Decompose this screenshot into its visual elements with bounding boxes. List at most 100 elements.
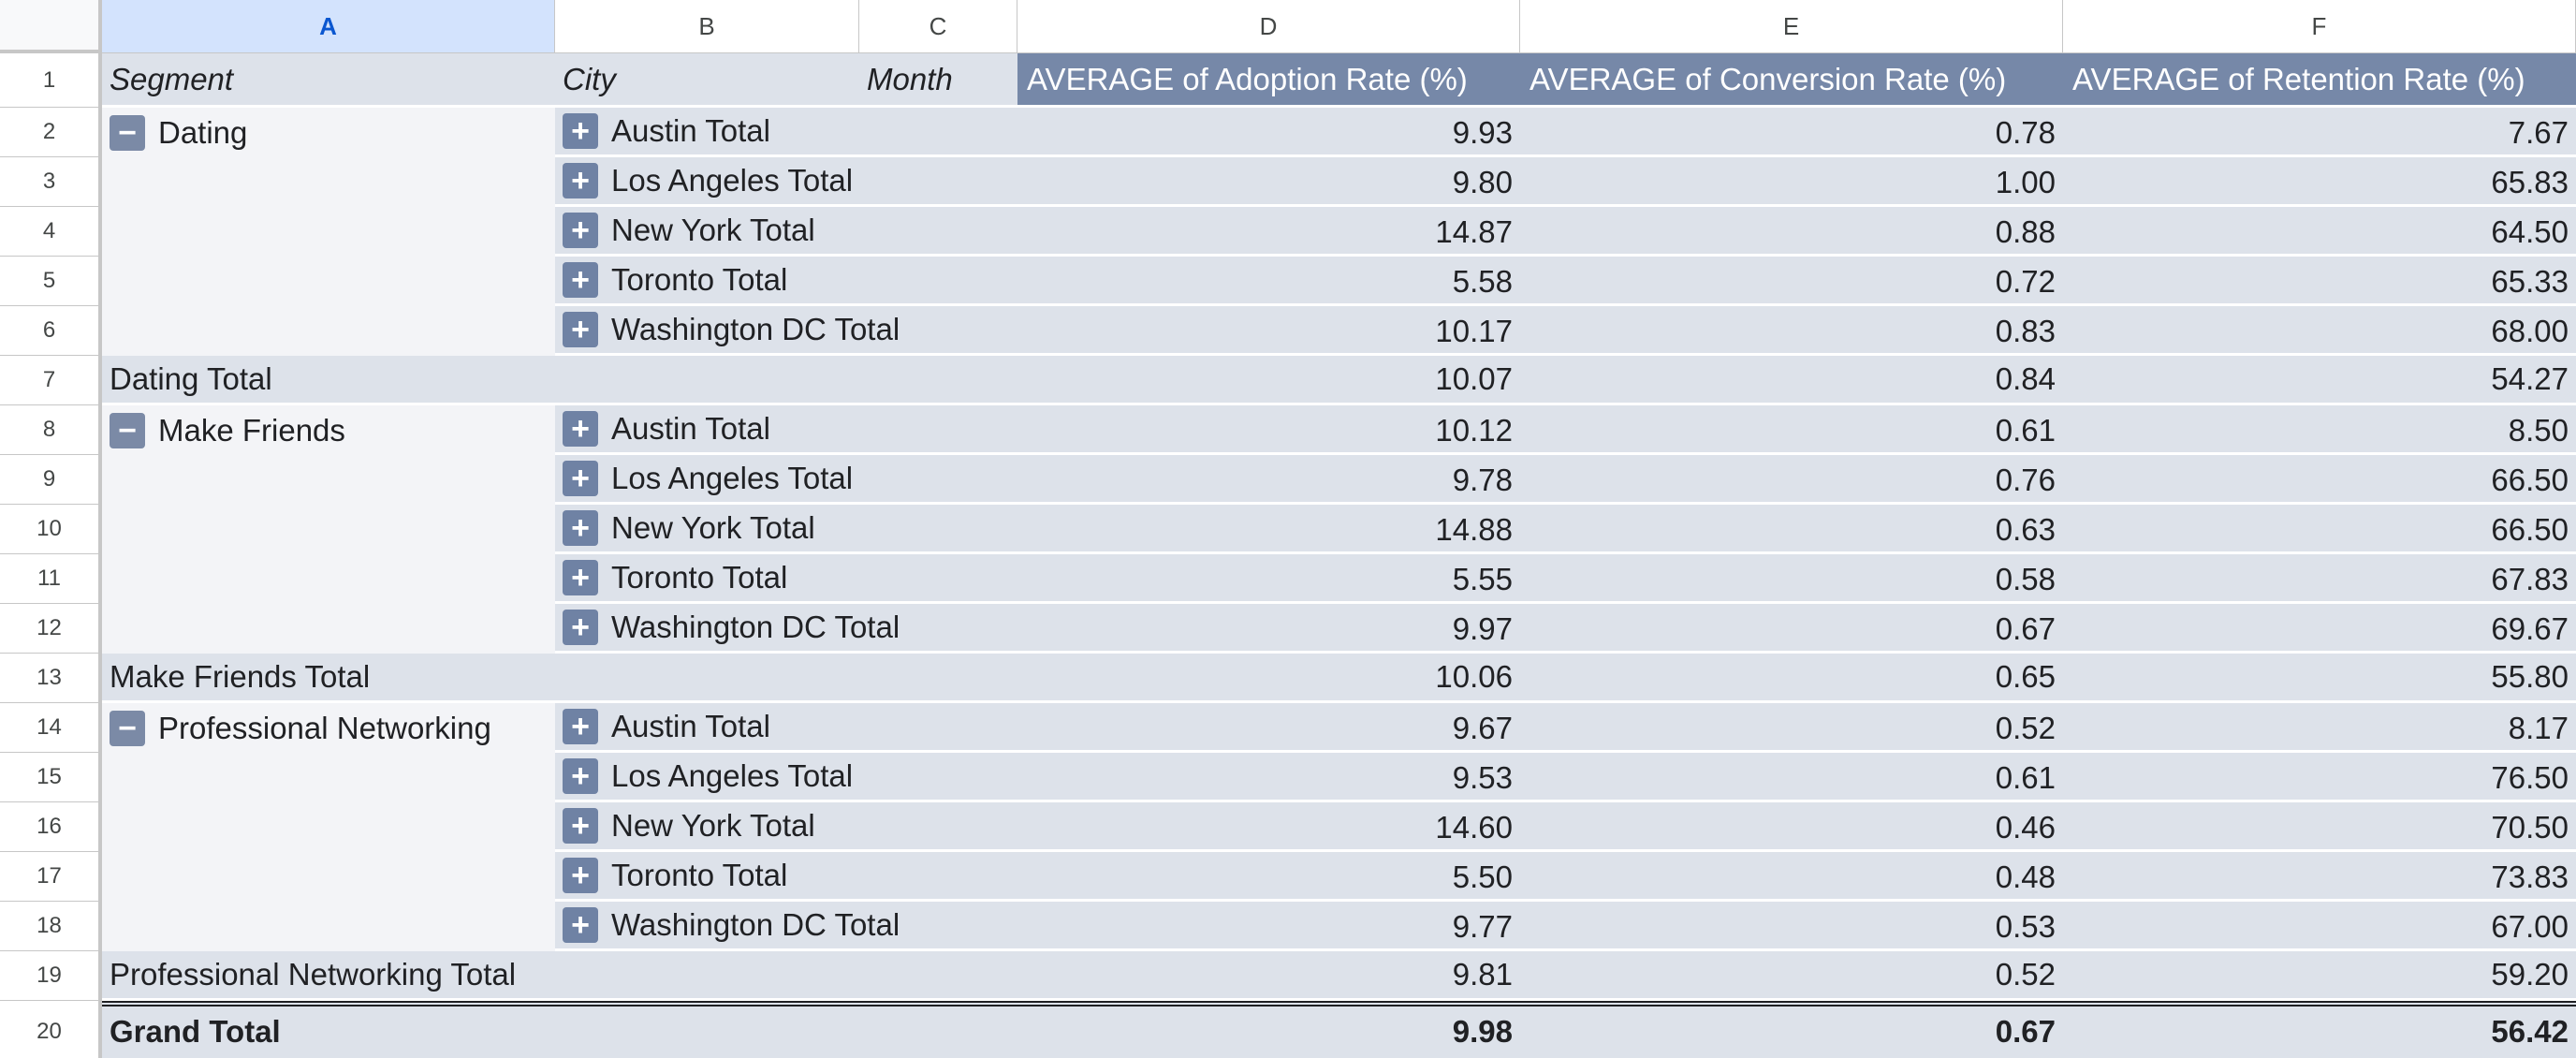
retention-rate-value[interactable]: 65.83 [2491,164,2569,199]
total-adoption-value[interactable]: 9.81 [1452,957,1513,992]
city-cell[interactable]: + Los Angeles Total [555,455,2576,505]
row-header-13[interactable]: 13 [0,654,98,703]
city-cell[interactable]: + Austin Total [555,108,2576,157]
total-conversion-value[interactable]: 0.84 [1995,361,2056,396]
adoption-rate-value[interactable]: 9.53 [1452,759,1513,795]
conversion-rate-value[interactable]: 1.00 [1995,164,2056,199]
conversion-rate-value[interactable]: 0.61 [1995,759,2056,795]
adoption-rate-value[interactable]: 14.60 [1435,809,1513,845]
row-header-8[interactable]: 8 [0,405,98,455]
header-segment[interactable]: Segment [110,61,234,96]
adoption-rate-value[interactable]: 9.67 [1452,710,1513,745]
conversion-rate-value[interactable]: 0.53 [1995,908,2056,944]
conversion-rate-value[interactable]: 0.78 [1995,114,2056,150]
total-adoption-value[interactable]: 10.07 [1435,361,1513,396]
expand-city-button[interactable]: + [563,113,598,149]
total-conversion-value[interactable]: 0.52 [1995,957,2056,992]
row-header-16[interactable]: 16 [0,802,98,852]
adoption-rate-value[interactable]: 10.17 [1435,313,1513,348]
conversion-rate-value[interactable]: 0.58 [1995,561,2056,596]
retention-rate-value[interactable]: 67.83 [2491,561,2569,596]
row-header-15[interactable]: 15 [0,753,98,802]
row-header-5[interactable]: 5 [0,257,98,306]
row-header-20[interactable]: 20 [0,1001,98,1058]
adoption-rate-value[interactable]: 9.77 [1452,908,1513,944]
expand-city-button[interactable]: + [563,709,598,744]
expand-city-button[interactable]: + [563,461,598,496]
retention-rate-value[interactable]: 7.67 [2508,114,2569,150]
conversion-rate-value[interactable]: 0.72 [1995,263,2056,299]
expand-city-button[interactable]: + [563,758,598,794]
row-header-6[interactable]: 6 [0,306,98,356]
expand-city-button[interactable]: + [563,510,598,546]
conversion-rate-value[interactable]: 0.83 [1995,313,2056,348]
conversion-rate-value[interactable]: 0.76 [1995,462,2056,497]
city-cell[interactable]: + Washington DC Total [555,604,2576,654]
adoption-rate-value[interactable]: 9.93 [1452,114,1513,150]
row-header-1[interactable]: 1 [0,53,98,108]
row-header-14[interactable]: 14 [0,703,98,753]
conversion-rate-value[interactable]: 0.61 [1995,412,2056,448]
retention-rate-value[interactable]: 66.50 [2491,511,2569,547]
header-conversion-rate[interactable]: AVERAGE of Conversion Rate (%) [1520,53,2063,105]
retention-rate-value[interactable]: 67.00 [2491,908,2569,944]
city-cell[interactable]: + Toronto Total [555,257,2576,306]
conversion-rate-value[interactable]: 0.67 [1995,610,2056,646]
city-cell[interactable]: + Austin Total [555,405,2576,455]
row-header-4[interactable]: 4 [0,207,98,257]
retention-rate-value[interactable]: 76.50 [2491,759,2569,795]
expand-city-button[interactable]: + [563,858,598,893]
total-retention-value[interactable]: 55.80 [2491,659,2569,694]
conversion-rate-value[interactable]: 0.52 [1995,710,2056,745]
expand-city-button[interactable]: + [563,163,598,198]
collapse-group-button[interactable]: − [110,710,145,746]
segment-cell[interactable]: − Dating [102,108,555,157]
header-retention-rate[interactable]: AVERAGE of Retention Rate (%) [2063,53,2576,105]
expand-city-button[interactable]: + [563,312,598,347]
column-header-e[interactable]: E [1520,0,2063,53]
adoption-rate-value[interactable]: 5.50 [1452,859,1513,894]
total-retention-value[interactable]: 59.20 [2491,957,2569,992]
collapse-group-button[interactable]: − [110,114,145,151]
header-adoption-rate[interactable]: AVERAGE of Adoption Rate (%) [1017,53,1520,105]
adoption-rate-value[interactable]: 10.12 [1435,412,1513,448]
total-retention-value[interactable]: 54.27 [2491,361,2569,396]
column-header-f[interactable]: F [2063,0,2576,53]
row-header-7[interactable]: 7 [0,356,98,405]
row-header-2[interactable]: 2 [0,108,98,157]
frozen-divider[interactable] [98,0,102,1058]
retention-rate-value[interactable]: 68.00 [2491,313,2569,348]
adoption-rate-value[interactable]: 5.55 [1452,561,1513,596]
row-header-17[interactable]: 17 [0,852,98,902]
city-cell[interactable]: + New York Total [555,207,2576,257]
expand-city-button[interactable]: + [563,907,598,943]
grand-total-adoption[interactable]: 9.98 [1452,1014,1513,1049]
city-cell[interactable]: + Los Angeles Total [555,753,2576,802]
city-cell[interactable]: + Los Angeles Total [555,157,2576,207]
adoption-rate-value[interactable]: 14.87 [1435,213,1513,249]
adoption-rate-value[interactable]: 9.80 [1452,164,1513,199]
conversion-rate-value[interactable]: 0.88 [1995,213,2056,249]
adoption-rate-value[interactable]: 9.78 [1452,462,1513,497]
city-cell[interactable]: + New York Total [555,802,2576,852]
city-cell[interactable]: + New York Total [555,505,2576,554]
row-header-18[interactable]: 18 [0,902,98,951]
city-cell[interactable]: + Toronto Total [555,554,2576,604]
retention-rate-value[interactable]: 65.33 [2491,263,2569,299]
conversion-rate-value[interactable]: 0.48 [1995,859,2056,894]
segment-total-label[interactable]: Professional Networking Total [110,957,517,992]
adoption-rate-value[interactable]: 14.88 [1435,511,1513,547]
column-header-c[interactable]: C [859,0,1017,53]
expand-city-button[interactable]: + [563,610,598,645]
column-header-b[interactable]: B [555,0,859,53]
select-all-corner[interactable] [0,0,102,53]
row-header-19[interactable]: 19 [0,951,98,1001]
retention-rate-value[interactable]: 8.17 [2508,710,2569,745]
city-cell[interactable]: + Austin Total [555,703,2576,753]
conversion-rate-value[interactable]: 0.46 [1995,809,2056,845]
grand-total-retention[interactable]: 56.42 [2491,1014,2569,1049]
segment-total-label[interactable]: Make Friends Total [110,659,371,694]
row-header-10[interactable]: 10 [0,505,98,554]
expand-city-button[interactable]: + [563,262,598,298]
